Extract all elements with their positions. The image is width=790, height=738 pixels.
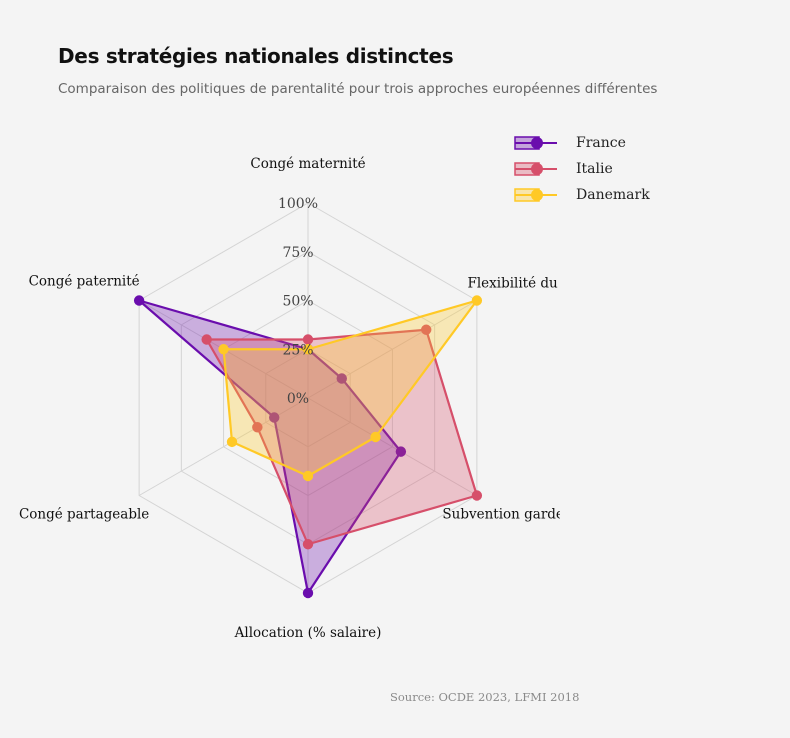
legend-swatch-danemark bbox=[514, 188, 557, 202]
legend-item-italie[interactable]: Italie bbox=[514, 156, 650, 182]
radial-tick-label: 75% bbox=[282, 245, 313, 261]
legend-item-france[interactable]: France bbox=[514, 130, 650, 156]
data-point-danemark[interactable] bbox=[302, 470, 314, 482]
data-point-italie[interactable] bbox=[302, 334, 314, 345]
data-point-danemark[interactable] bbox=[370, 431, 381, 443]
chart-title: Des stratégies nationales distinctes bbox=[58, 44, 454, 68]
radar-labels: 0% 25% 50% 75% 100% Congé maternité Flexibilit… bbox=[19, 156, 560, 641]
legend-swatch-italie bbox=[514, 162, 557, 176]
data-point-danemark[interactable] bbox=[302, 344, 314, 355]
data-point-italie[interactable] bbox=[201, 334, 212, 345]
legend-label-italie: Italie bbox=[576, 161, 613, 177]
source-note: Source: OCDE 2023, LFMI 2018 bbox=[390, 690, 580, 704]
radial-tick-label: 100% bbox=[278, 196, 318, 212]
legend-label-france: France bbox=[576, 135, 626, 151]
axis-label: Subvention garde d'enfants bbox=[442, 507, 560, 523]
data-point-france[interactable] bbox=[269, 412, 280, 423]
data-point-danemark[interactable] bbox=[471, 295, 483, 306]
radial-tick-label: 50% bbox=[282, 294, 313, 310]
axis-label: Allocation (% salaire) bbox=[234, 625, 382, 641]
radar-series bbox=[133, 295, 483, 599]
data-point-danemark[interactable] bbox=[226, 436, 238, 448]
data-point-italie[interactable] bbox=[302, 539, 314, 550]
grid-spoke bbox=[307, 300, 478, 399]
axis-label: Flexibilité du travail bbox=[467, 276, 560, 292]
data-point-italie[interactable] bbox=[471, 490, 483, 501]
legend-label-danemark: Danemark bbox=[576, 187, 650, 203]
data-point-italie[interactable] bbox=[252, 422, 263, 433]
axis-label: Congé paternité bbox=[29, 274, 140, 290]
legend-swatch-france bbox=[514, 136, 557, 150]
grid-spoke bbox=[138, 397, 309, 496]
data-point-france[interactable] bbox=[395, 446, 407, 457]
data-point-italie[interactable] bbox=[421, 324, 432, 335]
axis-label: Congé partageable bbox=[19, 507, 149, 523]
chart-subtitle: Comparaison des politiques de parentalit… bbox=[58, 81, 658, 97]
radar-chart: 0% 25% 50% 75% 100% Congé maternité Flexibilit… bbox=[19, 156, 560, 641]
radial-tick-label: 0% bbox=[287, 391, 309, 407]
data-point-france[interactable] bbox=[302, 587, 314, 599]
legend-item-danemark[interactable]: Danemark bbox=[514, 182, 650, 208]
legend: France Italie Danemark bbox=[514, 130, 650, 208]
grid-spoke bbox=[307, 397, 478, 496]
data-point-danemark[interactable] bbox=[218, 344, 229, 355]
axis-label: Congé maternité bbox=[250, 156, 365, 172]
data-point-france[interactable] bbox=[336, 373, 347, 384]
data-point-france[interactable] bbox=[133, 295, 145, 306]
radial-tick-label: 25% bbox=[282, 342, 313, 358]
